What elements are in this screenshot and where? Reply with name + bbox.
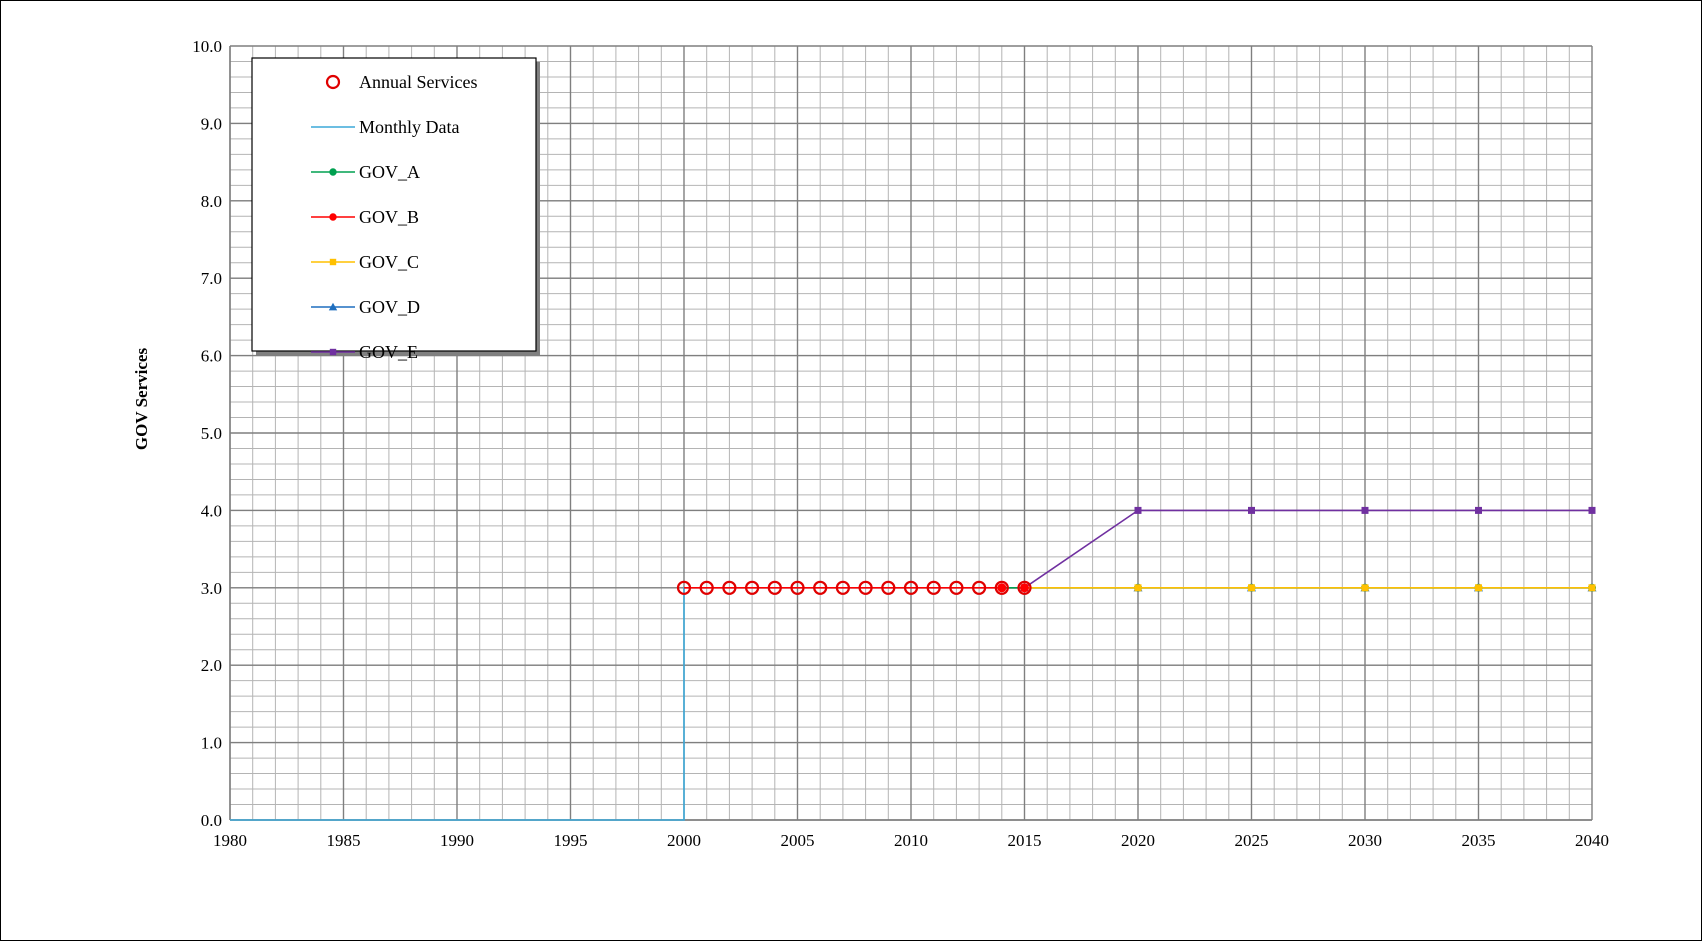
x-tick-label: 1985 — [327, 831, 361, 850]
y-tick-label: 3.0 — [201, 579, 222, 598]
data-point — [1017, 580, 1032, 595]
y-tick-label: 9.0 — [201, 114, 222, 133]
x-tick-label: 2035 — [1462, 831, 1496, 850]
legend-label: Monthly Data — [359, 117, 460, 137]
x-tick-label: 2030 — [1348, 831, 1382, 850]
legend-swatch-marker — [329, 348, 337, 356]
data-point-highlight — [997, 583, 1007, 593]
data-point — [1588, 584, 1596, 592]
data-point — [1361, 584, 1369, 592]
y-tick-label: 7.0 — [201, 269, 222, 288]
data-point — [1361, 506, 1369, 514]
data-point — [858, 580, 873, 595]
legend-swatch-marker — [328, 302, 338, 311]
y-axis-title: GOV Services — [132, 348, 151, 451]
legend: Annual Services Monthly Data GOV_A GOV_B GOV… — [251, 57, 540, 362]
legend-item: GOV_B — [311, 207, 419, 227]
data-point — [903, 580, 919, 595]
legend-item: GOV_C — [311, 252, 419, 272]
x-tick-label: 2025 — [1235, 831, 1269, 850]
y-tick-label: 2.0 — [201, 656, 222, 675]
x-tick-label: 1995 — [554, 831, 588, 850]
legend-item: GOV_A — [311, 162, 420, 182]
series-gov-c — [1021, 584, 1596, 592]
data-point — [1248, 584, 1255, 592]
x-tick-label: 2005 — [781, 831, 815, 850]
legend-swatch-marker — [329, 213, 337, 221]
legend-item: Monthly Data — [311, 117, 460, 137]
data-point — [790, 580, 805, 595]
data-point — [722, 580, 737, 595]
data-point — [994, 580, 1009, 595]
x-tick-label: 2000 — [667, 831, 701, 850]
tick-labels: 1980 1985 1990 1995 2000 2005 2010 2015 2020 2025… — [192, 37, 1609, 850]
data-point — [1134, 506, 1142, 514]
series-line — [1024, 509, 1592, 589]
legend-swatch-marker — [329, 258, 337, 266]
legend-item: Annual Services — [325, 72, 477, 92]
legend-swatch-marker — [329, 168, 337, 176]
series-monthly-data — [230, 587, 1025, 821]
y-tick-label: 4.0 — [201, 501, 222, 520]
y-tick-label: 0.0 — [201, 811, 222, 830]
y-tick-label: 10.0 — [192, 37, 222, 56]
y-tick-label: 5.0 — [201, 424, 222, 443]
data-point — [1248, 506, 1255, 514]
data-series — [230, 506, 1597, 821]
x-tick-label: 2015 — [1008, 831, 1042, 850]
legend-label: GOV_C — [359, 252, 419, 272]
y-tick-label: 6.0 — [201, 347, 222, 366]
data-point — [926, 580, 941, 595]
data-point-highlight — [1020, 583, 1029, 593]
legend-swatch-marker — [325, 74, 341, 90]
legend-label: GOV_A — [359, 162, 420, 182]
series-line — [230, 587, 1025, 821]
legend-item: GOV_D — [311, 297, 420, 317]
data-point — [1475, 506, 1482, 514]
y-tick-label: 1.0 — [201, 734, 222, 753]
data-point — [881, 580, 896, 595]
legend-box — [251, 57, 537, 352]
x-tick-label: 2010 — [894, 831, 928, 850]
data-point — [699, 580, 714, 595]
legend-label: GOV_E — [359, 342, 418, 362]
data-point — [1134, 584, 1142, 592]
legend-label: GOV_B — [359, 207, 419, 227]
y-tick-label: 8.0 — [201, 192, 222, 211]
data-point — [676, 580, 692, 595]
data-point — [813, 580, 828, 595]
data-point — [1475, 584, 1482, 592]
data-point — [767, 580, 782, 595]
x-tick-label: 1990 — [440, 831, 474, 850]
x-tick-label: 2040 — [1575, 831, 1609, 850]
data-point — [1588, 506, 1596, 514]
x-tick-label: 1980 — [213, 831, 247, 850]
data-point — [971, 580, 987, 595]
data-point — [835, 580, 851, 595]
data-point — [949, 580, 964, 595]
legend-item: GOV_E — [311, 342, 418, 362]
legend-label: Annual Services — [359, 72, 477, 92]
x-tick-label: 2020 — [1121, 831, 1155, 850]
legend-label: GOV_D — [359, 297, 420, 317]
major-gridlines — [229, 45, 1593, 821]
series-annual-services — [676, 580, 1032, 595]
series-gov-e — [1021, 506, 1596, 592]
data-point — [744, 580, 760, 595]
